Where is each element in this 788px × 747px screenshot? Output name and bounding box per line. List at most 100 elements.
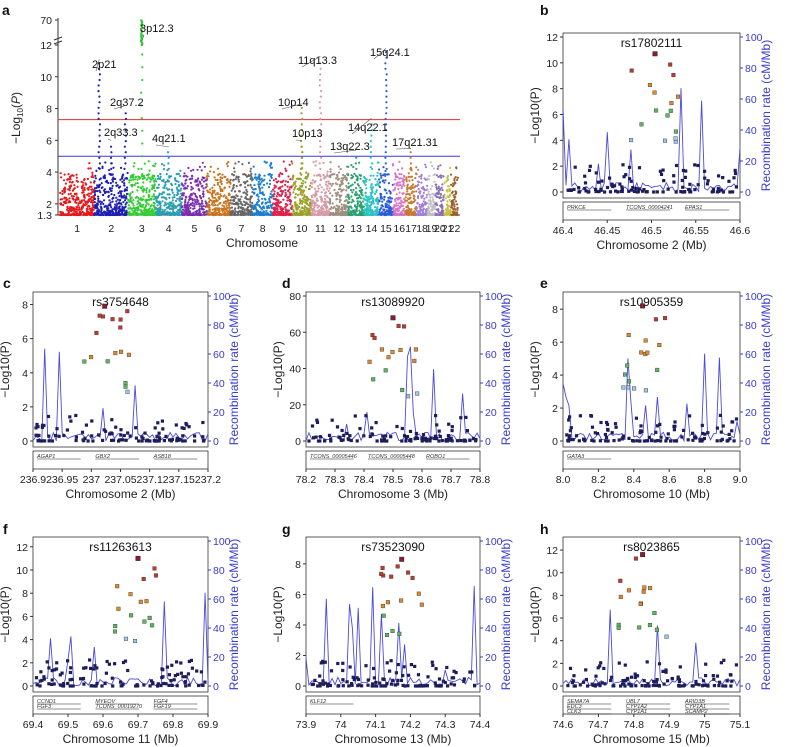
manhattan-point (153, 195, 156, 198)
ld-snp-point (105, 359, 110, 364)
manhattan-point (383, 181, 386, 184)
y-tick-label: 6 (552, 337, 558, 349)
manhattan-point (91, 171, 94, 174)
manhattan-point (81, 184, 84, 187)
manhattan-point (322, 161, 325, 164)
manhattan-point (119, 178, 122, 181)
manhattan-point (389, 191, 392, 194)
manhattan-point (381, 200, 384, 203)
manhattan-point (371, 186, 374, 190)
manhattan-point (279, 201, 282, 204)
x-tick-label: 8.6 (662, 474, 677, 486)
manhattan-point (189, 206, 192, 210)
manhattan-point (216, 191, 219, 194)
snp-point (647, 435, 651, 440)
manhattan-point (168, 175, 171, 178)
manhattan-point (338, 205, 341, 208)
manhattan-point (71, 206, 74, 209)
peak-point (167, 167, 170, 170)
manhattan-point (383, 198, 386, 201)
lead-snp-point (640, 303, 646, 309)
manhattan-point (75, 176, 78, 179)
chromosome-1-points (59, 162, 96, 217)
manhattan-point (386, 206, 389, 209)
manhattan-point (379, 172, 382, 175)
ld-snp-point (118, 325, 123, 330)
manhattan-point (426, 177, 429, 180)
manhattan-point (181, 197, 184, 200)
manhattan-point (93, 204, 97, 207)
manhattan-point (109, 201, 112, 204)
manhattan-point (380, 197, 384, 200)
snp-point (464, 415, 468, 419)
manhattan-point (237, 202, 240, 205)
snp-point (400, 426, 404, 431)
manhattan-point (209, 170, 212, 173)
manhattan-point (329, 168, 332, 171)
manhattan-point (426, 184, 429, 187)
manhattan-point (154, 162, 157, 165)
manhattan-point (244, 186, 247, 189)
manhattan-point (406, 190, 409, 193)
manhattan-point (304, 181, 307, 184)
snp-point (329, 437, 333, 441)
peak-point (319, 73, 322, 76)
manhattan-point (432, 213, 435, 216)
manhattan-point (116, 198, 120, 201)
axis-break-mark (53, 36, 63, 41)
manhattan-point (316, 199, 319, 202)
manhattan-point (100, 186, 103, 189)
ld-snp-point (400, 388, 405, 393)
manhattan-point (124, 177, 127, 180)
manhattan-point (74, 208, 77, 211)
manhattan-point (202, 195, 205, 198)
manhattan-point (398, 172, 401, 176)
manhattan-point (294, 192, 297, 196)
snp-point (445, 439, 450, 443)
manhattan-point (273, 186, 276, 189)
manhattan-point (104, 213, 107, 216)
manhattan-point (134, 175, 138, 179)
manhattan-point (407, 193, 410, 196)
manhattan-point (425, 196, 428, 199)
x-tick-label: 78.4 (354, 474, 375, 486)
manhattan-point (243, 191, 246, 194)
manhattan-point (184, 182, 187, 185)
manhattan-point (162, 191, 165, 194)
snp-point (34, 433, 38, 437)
manhattan-point (341, 179, 344, 182)
manhattan-point (374, 178, 377, 181)
manhattan-point (355, 187, 358, 190)
manhattan-point (153, 183, 156, 186)
manhattan-point (383, 212, 386, 215)
manhattan-point (341, 177, 344, 180)
manhattan-point (99, 200, 102, 203)
manhattan-point (425, 202, 428, 205)
snp-point (659, 435, 663, 439)
manhattan-point (397, 207, 401, 210)
gene-label: TCONS_00005448 (368, 454, 416, 460)
locus-label: 2p21 (92, 59, 116, 71)
snp-point (638, 439, 642, 443)
manhattan-point (306, 198, 309, 201)
x-axis-label: Chromosome 10 (Mb) (593, 487, 710, 501)
manhattan-point (412, 183, 415, 186)
manhattan-point (456, 206, 459, 209)
manhattan-point (316, 185, 319, 188)
manhattan-point (102, 199, 106, 202)
manhattan-point (198, 207, 201, 210)
manhattan-point (269, 192, 272, 195)
manhattan-point (156, 174, 160, 178)
ld-snp-point (367, 359, 372, 364)
manhattan-point (96, 203, 100, 206)
x-axis-label: Chromosome 2 (Mb) (65, 487, 175, 501)
snp-point (693, 188, 697, 192)
peak-point (320, 156, 323, 159)
manhattan-point (324, 183, 328, 186)
manhattan-point (123, 189, 126, 192)
manhattan-point (158, 202, 161, 205)
peak-point (140, 167, 143, 170)
manhattan-point (339, 168, 342, 171)
manhattan-point (144, 199, 147, 202)
